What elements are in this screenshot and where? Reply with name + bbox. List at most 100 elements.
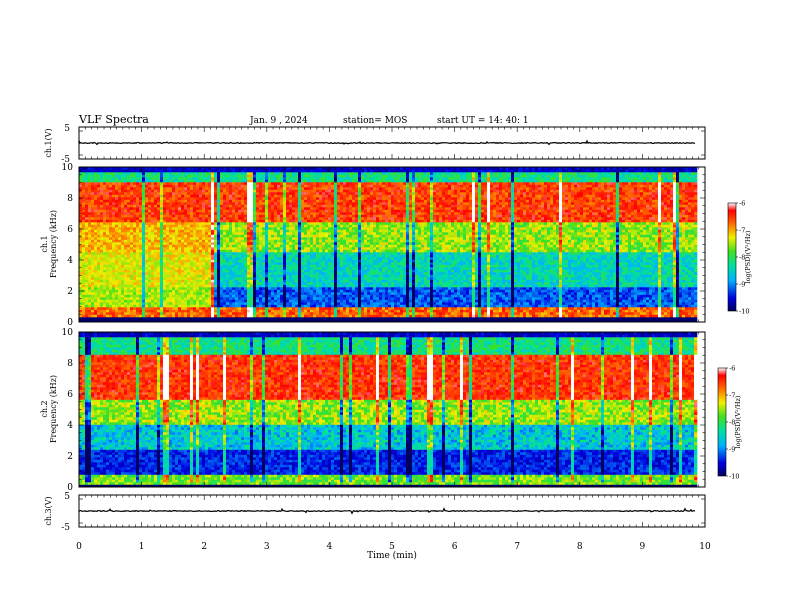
spectrogram-cell	[100, 202, 104, 205]
spectrogram-cell	[199, 254, 203, 258]
spectrogram-cell	[211, 187, 215, 190]
spectrogram-cell	[217, 239, 221, 243]
spectrogram-cell	[190, 174, 194, 178]
spectrogram-cell	[127, 314, 131, 318]
spectrogram-cell	[175, 282, 179, 285]
spectrogram-cell	[229, 214, 233, 218]
spectrogram-cell	[262, 307, 266, 310]
spectrogram-cell	[154, 232, 158, 235]
spectrogram-cell	[202, 289, 206, 293]
spectrogram-cell	[271, 274, 275, 278]
spectrogram-cell	[220, 239, 224, 243]
spectrogram-cell	[184, 179, 188, 183]
spectrogram-cell	[226, 192, 230, 195]
spectrogram-cell	[181, 222, 185, 225]
spectrogram-cell	[157, 234, 161, 238]
spectrogram-cell	[193, 307, 197, 310]
spectrogram-cell	[145, 244, 149, 248]
spectrogram-cell	[259, 292, 263, 295]
spectrogram-cell	[169, 319, 173, 322]
spectrogram-cell	[127, 224, 131, 228]
spectrogram-cell	[133, 294, 137, 298]
spectrogram-cell	[169, 277, 173, 280]
spectrogram-cell	[223, 212, 227, 215]
spectrogram-cell	[307, 262, 311, 265]
spectrogram-cell	[238, 197, 242, 200]
spectrogram-cell	[136, 254, 140, 258]
spectrogram-cell	[118, 254, 122, 258]
spectrogram-cell	[133, 214, 137, 218]
spectrogram-cell	[97, 302, 101, 305]
spectrogram-cell	[85, 209, 89, 213]
spectrogram-cell	[106, 232, 110, 235]
spectrogram-cell	[304, 192, 308, 195]
spectrogram-cell	[214, 199, 218, 203]
spectrogram-cell	[220, 199, 224, 203]
spectrogram-cell	[262, 182, 266, 185]
spectrogram-cell	[199, 182, 203, 185]
spectrogram-cell	[121, 302, 125, 305]
spectrogram-cell	[292, 259, 296, 263]
spectrogram-cell	[145, 252, 149, 255]
spectrogram-cell	[250, 307, 254, 310]
spectrogram-cell	[277, 192, 281, 195]
spectrogram-cell	[223, 202, 227, 205]
spectrogram-cell	[163, 234, 167, 238]
spectrogram-cell	[112, 219, 116, 223]
spectrogram-cell	[229, 287, 233, 290]
spectrogram-cell	[112, 172, 116, 175]
spectrogram-cell	[97, 179, 101, 183]
spectrogram-cell	[286, 174, 290, 178]
spectrogram-cell	[244, 224, 248, 228]
spectrogram-cell	[295, 229, 299, 233]
spectrogram-cell	[172, 254, 176, 258]
spectrogram-cell	[232, 274, 236, 278]
spectrogram-cell	[142, 299, 146, 303]
spectrogram-cell	[115, 204, 119, 208]
spectrogram-cell	[256, 202, 260, 205]
spectrogram-cell	[304, 252, 308, 255]
spectrogram-cell	[130, 272, 134, 275]
spectrogram-cell	[211, 297, 215, 300]
spectrogram-cell	[112, 189, 116, 193]
spectrogram-cell	[250, 279, 254, 283]
spectrogram-cell	[232, 224, 236, 228]
spectrogram-cell	[271, 264, 275, 268]
spectrogram-cell	[199, 294, 203, 298]
spectrogram-cell	[163, 217, 167, 220]
spectrogram-cell	[187, 217, 191, 220]
spectrogram-cell	[229, 229, 233, 233]
spectrogram-cell	[262, 292, 266, 295]
spectrogram-cell	[124, 282, 128, 285]
spectrogram-cell	[199, 267, 203, 270]
spectrogram-cell	[205, 314, 209, 318]
spectrogram-cell	[130, 242, 134, 245]
spectrogram-cell	[199, 299, 203, 303]
spectrogram-cell	[223, 224, 227, 228]
spectrogram-cell	[241, 254, 245, 258]
spectrogram-cell	[226, 167, 230, 170]
spectrogram-cell	[127, 309, 131, 313]
spectrogram-cell	[256, 247, 260, 250]
spectrogram-cell	[184, 307, 188, 310]
spectrogram-cell	[205, 257, 209, 260]
spectrogram-cell	[166, 279, 170, 283]
spectrogram-cell	[85, 219, 89, 223]
spectrogram-cell	[118, 317, 122, 320]
spectrogram-cell	[163, 174, 167, 178]
spectrogram-cell	[151, 219, 155, 223]
spectrogram-cell	[289, 212, 293, 215]
spectrogram-cell	[115, 294, 119, 298]
spectrogram-cell	[190, 284, 194, 288]
spectrogram-cell	[145, 194, 149, 198]
spectrogram-cell	[148, 224, 152, 228]
spectrogram-cell	[91, 317, 95, 320]
spectrogram-cell	[184, 294, 188, 298]
spectrogram-cell	[112, 197, 116, 200]
spectrogram-cell	[127, 227, 131, 230]
spectrogram-cell	[190, 247, 194, 250]
spectrogram-cell	[289, 274, 293, 278]
spectrogram-cell	[241, 237, 245, 240]
spectrogram-cell	[79, 184, 83, 188]
spectrogram-cell	[151, 289, 155, 293]
